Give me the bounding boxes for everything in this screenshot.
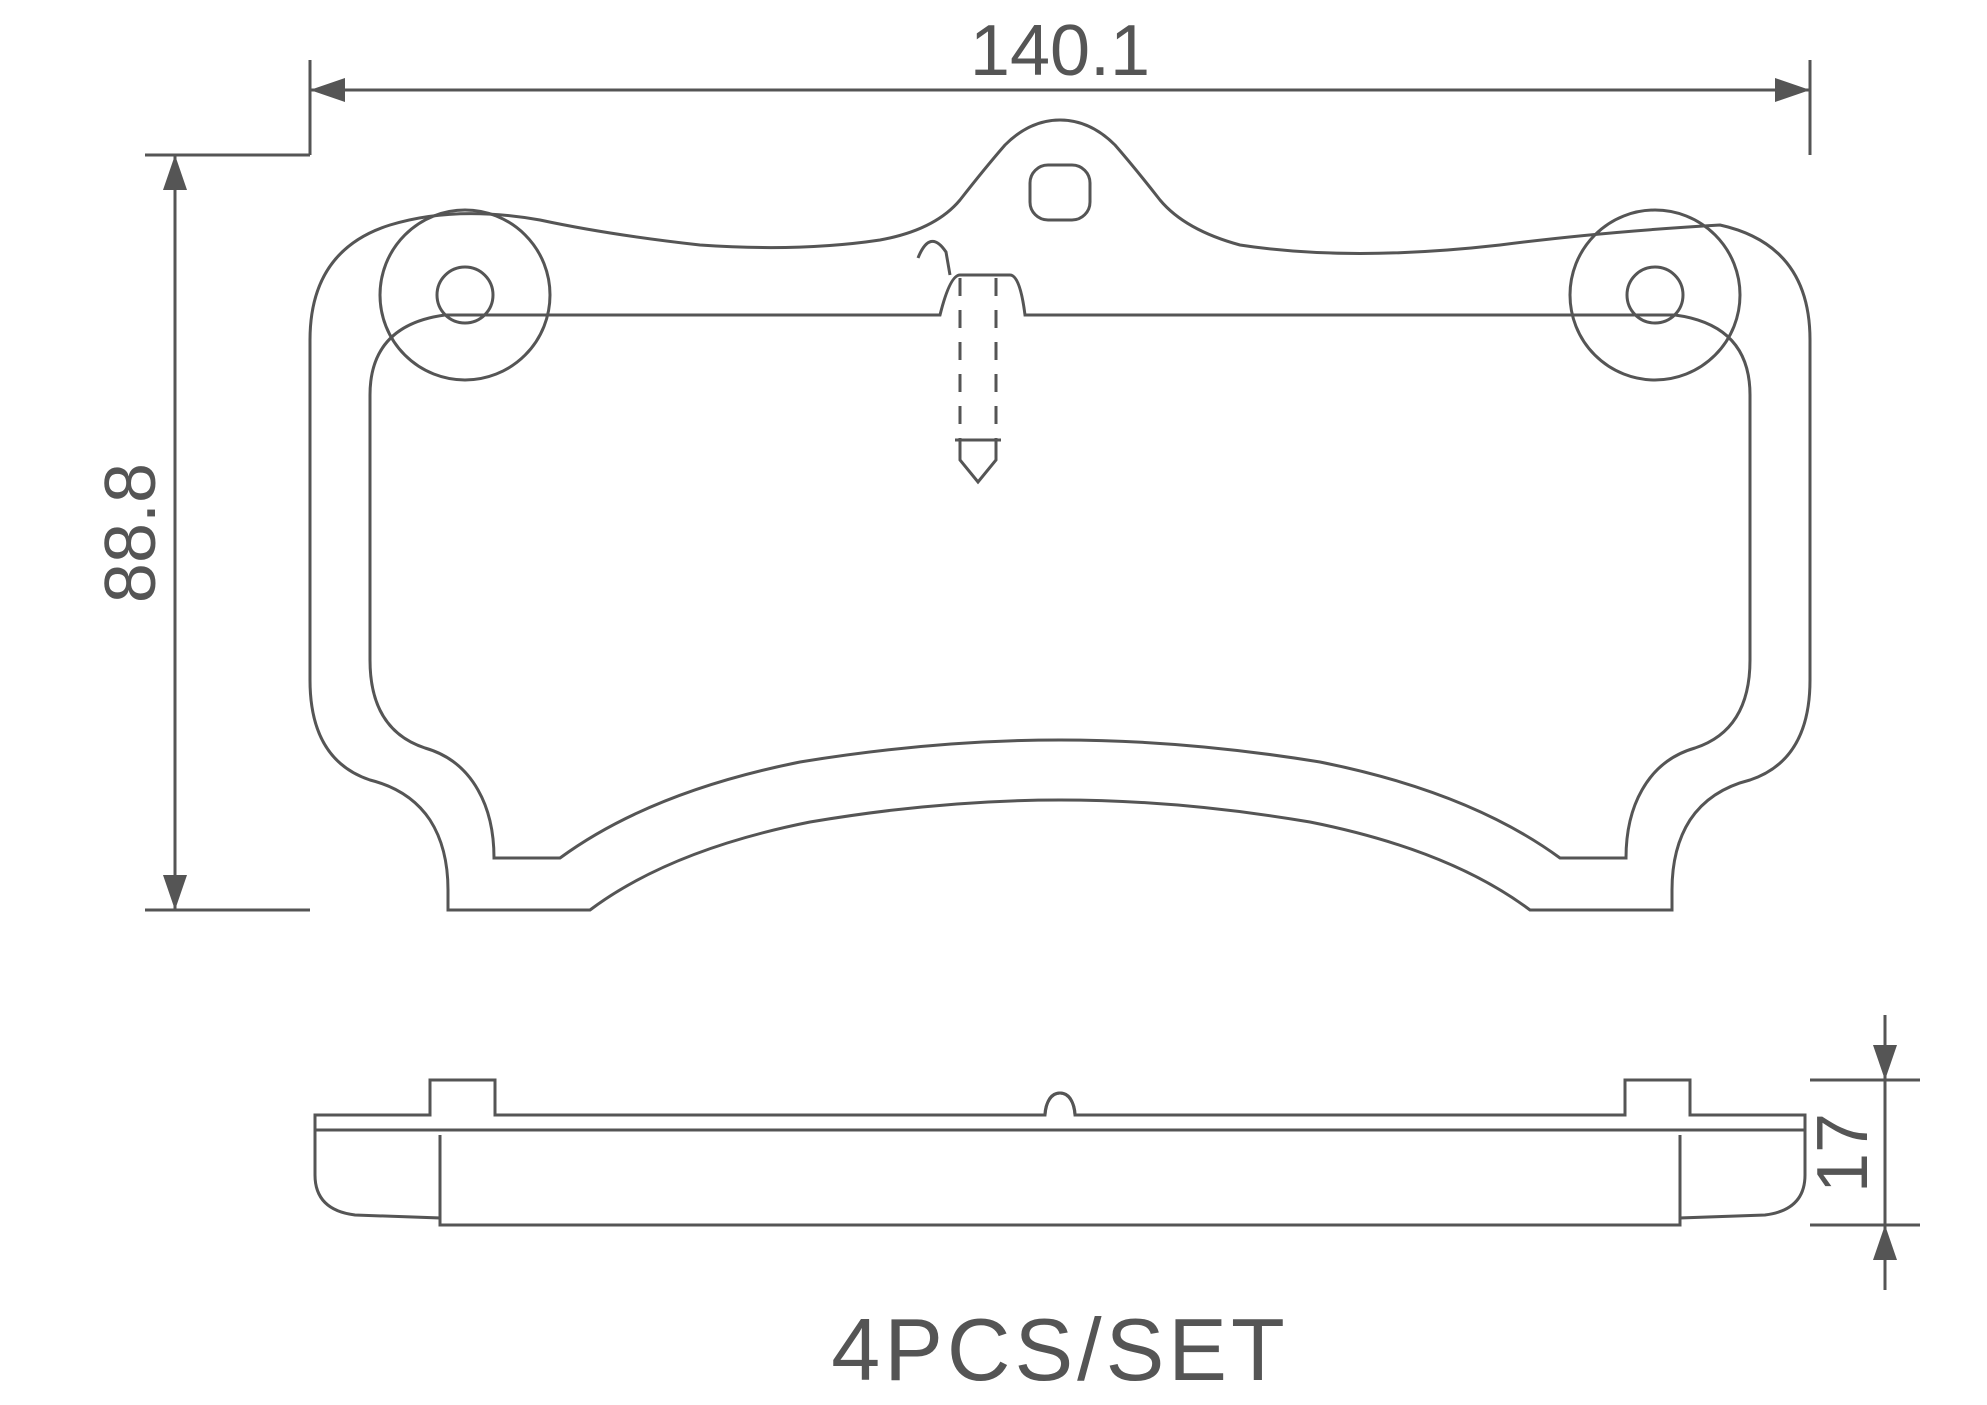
dim-height: 88.8: [91, 155, 310, 910]
dim-thickness-value: 17: [1803, 1113, 1883, 1193]
side-view: [315, 1080, 1805, 1225]
quantity-note: 4PCS/SET: [831, 1300, 1288, 1399]
drawing-canvas: 140.1 88.8: [0, 0, 1987, 1405]
dim-width: 140.1: [310, 11, 1810, 155]
dim-height-value: 88.8: [91, 463, 171, 603]
dim-thickness: 17: [1803, 1015, 1920, 1290]
dim-width-value: 140.1: [970, 11, 1150, 91]
front-view: [310, 120, 1810, 910]
